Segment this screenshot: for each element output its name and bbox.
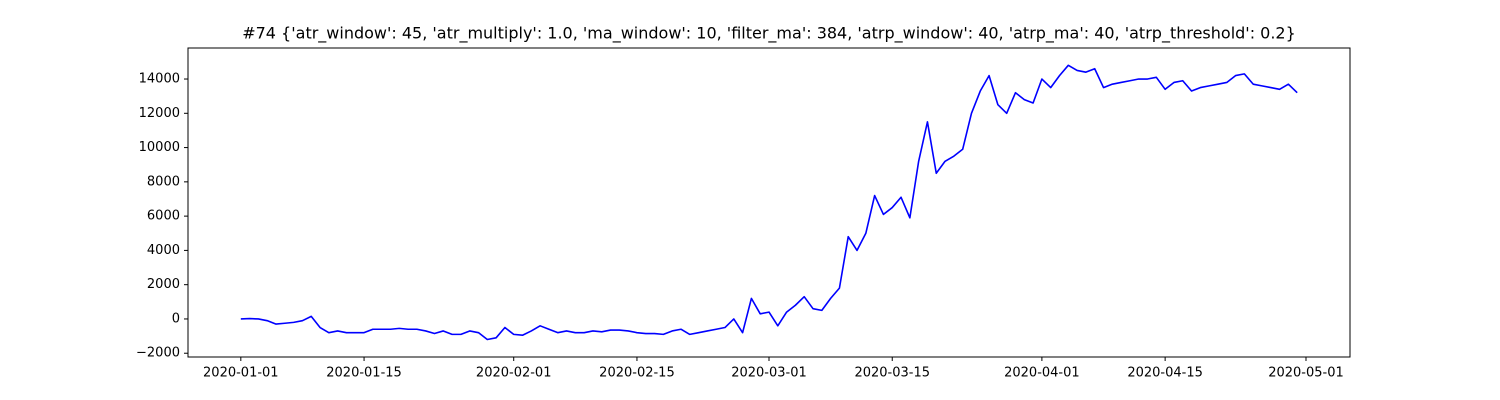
y-tick-label: 0 xyxy=(172,311,180,326)
y-tick-label: 4000 xyxy=(147,243,180,258)
y-tick-label: 10000 xyxy=(139,140,180,155)
x-tick-label: 2020-01-15 xyxy=(326,366,402,381)
x-tick-label: 2020-04-01 xyxy=(1004,366,1080,381)
x-tick-label: 2020-02-01 xyxy=(476,366,552,381)
chart-title: #74 {'atr_window': 45, 'atr_multiply': 1… xyxy=(242,24,1296,44)
x-tick-label: 2020-05-01 xyxy=(1268,366,1344,381)
y-tick-label: 12000 xyxy=(139,106,180,121)
x-tick-label: 2020-03-15 xyxy=(854,366,930,381)
x-tick-label: 2020-02-15 xyxy=(599,366,675,381)
x-tick-label: 2020-04-15 xyxy=(1127,366,1203,381)
y-tick-label: 6000 xyxy=(147,209,180,224)
y-tick-label: 8000 xyxy=(147,174,180,189)
y-tick-label: 2000 xyxy=(147,277,180,292)
y-tick-label: −2000 xyxy=(136,346,180,361)
x-tick-label: 2020-01-01 xyxy=(203,366,279,381)
plot-frame xyxy=(187,47,1351,358)
data-line xyxy=(240,64,1298,341)
y-tick-label: 14000 xyxy=(139,72,180,87)
x-tick-label: 2020-03-01 xyxy=(731,366,807,381)
